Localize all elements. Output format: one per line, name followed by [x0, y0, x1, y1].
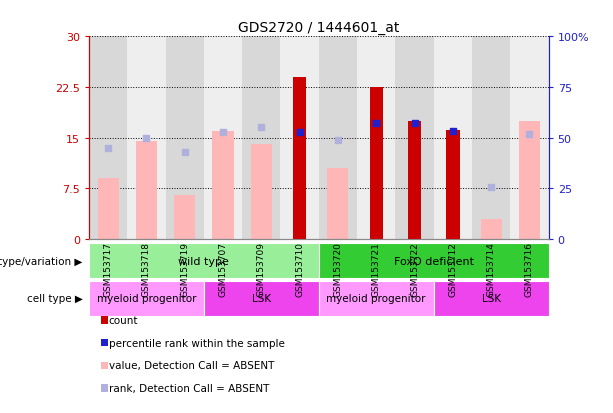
Bar	[519, 121, 540, 240]
Text: rank, Detection Call = ABSENT: rank, Detection Call = ABSENT	[109, 383, 269, 393]
Text: GSM153714: GSM153714	[487, 242, 496, 297]
Bar	[204, 37, 242, 240]
Bar	[251, 145, 272, 240]
Text: myeloid progenitor: myeloid progenitor	[327, 293, 426, 304]
Text: FoxO deficient: FoxO deficient	[394, 256, 474, 266]
Point	[333, 137, 343, 144]
Title: GDS2720 / 1444601_at: GDS2720 / 1444601_at	[238, 21, 400, 35]
Bar	[434, 281, 549, 316]
Text: genotype/variation ▶: genotype/variation ▶	[0, 256, 83, 266]
Text: GSM153718: GSM153718	[142, 242, 151, 297]
Bar	[408, 121, 421, 240]
Text: value, Detection Call = ABSENT: value, Detection Call = ABSENT	[109, 361, 274, 370]
Bar	[327, 169, 348, 240]
Bar	[293, 78, 306, 240]
Point	[180, 149, 189, 156]
Text: GSM153722: GSM153722	[410, 242, 419, 296]
Text: count: count	[109, 315, 139, 325]
Bar	[213, 132, 234, 240]
Text: GSM153709: GSM153709	[257, 242, 266, 297]
Point	[142, 135, 151, 142]
Text: GSM153719: GSM153719	[180, 242, 189, 297]
Text: GSM153721: GSM153721	[371, 242, 381, 297]
Text: GSM153707: GSM153707	[218, 242, 227, 297]
Text: myeloid progenitor: myeloid progenitor	[97, 293, 196, 304]
Bar	[89, 244, 319, 279]
Text: percentile rank within the sample: percentile rank within the sample	[109, 338, 285, 348]
Bar	[370, 88, 383, 240]
Text: GSM153712: GSM153712	[448, 242, 457, 297]
Bar	[319, 37, 357, 240]
Point	[295, 129, 305, 135]
Bar	[97, 179, 118, 240]
Point	[218, 129, 228, 135]
Bar	[89, 37, 128, 240]
Text: LSK: LSK	[482, 293, 501, 304]
Bar	[510, 37, 549, 240]
Point	[409, 121, 419, 128]
Text: LSK: LSK	[252, 293, 271, 304]
Bar	[434, 37, 472, 240]
Bar	[166, 37, 204, 240]
Bar	[446, 130, 460, 240]
Bar	[472, 37, 510, 240]
Point	[525, 131, 535, 138]
Point	[256, 124, 266, 131]
Bar	[89, 281, 204, 316]
Point	[486, 185, 496, 191]
Point	[103, 145, 113, 152]
Text: GSM153710: GSM153710	[295, 242, 304, 297]
Bar	[319, 244, 549, 279]
Text: GSM153720: GSM153720	[333, 242, 343, 297]
Bar	[395, 37, 434, 240]
Text: cell type ▶: cell type ▶	[27, 293, 83, 304]
Bar	[481, 219, 501, 240]
Bar	[204, 281, 319, 316]
Text: GSM153716: GSM153716	[525, 242, 534, 297]
Point	[448, 128, 458, 135]
Bar	[357, 37, 395, 240]
Bar	[242, 37, 281, 240]
Text: wild type: wild type	[178, 256, 229, 266]
Text: GSM153717: GSM153717	[104, 242, 113, 297]
Bar	[128, 37, 166, 240]
Bar	[281, 37, 319, 240]
Bar	[136, 142, 157, 240]
Bar	[174, 196, 195, 240]
Bar	[319, 281, 434, 316]
Point	[371, 121, 381, 128]
